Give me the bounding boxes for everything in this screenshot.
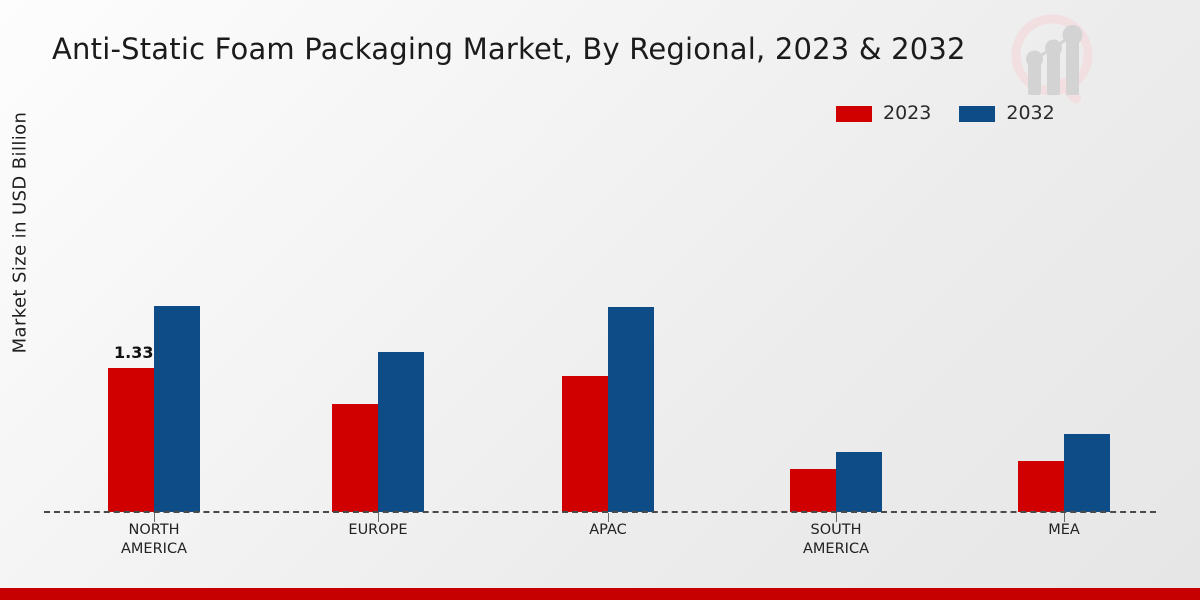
- bar-2023-south-america[interactable]: [790, 468, 836, 512]
- legend-swatch-2023-icon: [836, 105, 872, 122]
- bar-2032-north-america[interactable]: [154, 306, 200, 512]
- bar-2032-europe[interactable]: [378, 351, 424, 512]
- bar-group: [790, 140, 882, 512]
- x-axis-label-mea: MEA: [1048, 522, 1080, 538]
- x-axis-tick: [836, 513, 837, 522]
- bottom-accent-strip: [0, 588, 1200, 600]
- x-axis-baseline: [44, 511, 1156, 513]
- legend-swatch-2032-icon: [959, 105, 996, 122]
- bar-2032-south-america[interactable]: [836, 452, 882, 512]
- bar-group: [108, 140, 200, 512]
- x-axis-tick: [154, 513, 155, 522]
- magnifier-bar-chart-logo-watermark: [1011, 14, 1093, 104]
- x-axis-tick: [378, 513, 379, 522]
- x-axis-label-north-america: NORTH AMERICA: [121, 522, 187, 557]
- legend-item-2023[interactable]: 2023: [836, 104, 931, 123]
- bar-2023-apac[interactable]: [562, 375, 608, 512]
- bar-group: [1018, 140, 1110, 512]
- legend-label-2023: 2023: [883, 102, 932, 124]
- x-axis-label-europe: EUROPE: [348, 522, 408, 538]
- legend-item-2032[interactable]: 2032: [959, 102, 1055, 124]
- x-axis-label-apac: APAC: [589, 522, 627, 538]
- x-axis-tick: [1064, 513, 1065, 522]
- y-axis-title: Market Size in USD Billion: [9, 111, 31, 354]
- bar-2023-europe[interactable]: [332, 403, 378, 512]
- bar-value-label: 1.33: [114, 342, 154, 362]
- chart-title: Anti-Static Foam Packaging Market, By Re…: [52, 32, 966, 66]
- x-axis-label-south-america: SOUTH AMERICA: [803, 522, 869, 557]
- bar-group: [332, 140, 424, 512]
- bar-2023-north-america[interactable]: [108, 367, 154, 512]
- legend-label-2032: 2032: [1006, 102, 1055, 124]
- plot-area: [44, 140, 1154, 512]
- bar-group: [562, 140, 654, 512]
- x-axis-tick: [608, 513, 609, 522]
- bar-2023-mea[interactable]: [1018, 461, 1064, 512]
- chart-legend: 2023 2032: [836, 104, 1055, 123]
- bar-2032-apac[interactable]: [608, 307, 654, 512]
- bar-2032-mea[interactable]: [1064, 434, 1110, 512]
